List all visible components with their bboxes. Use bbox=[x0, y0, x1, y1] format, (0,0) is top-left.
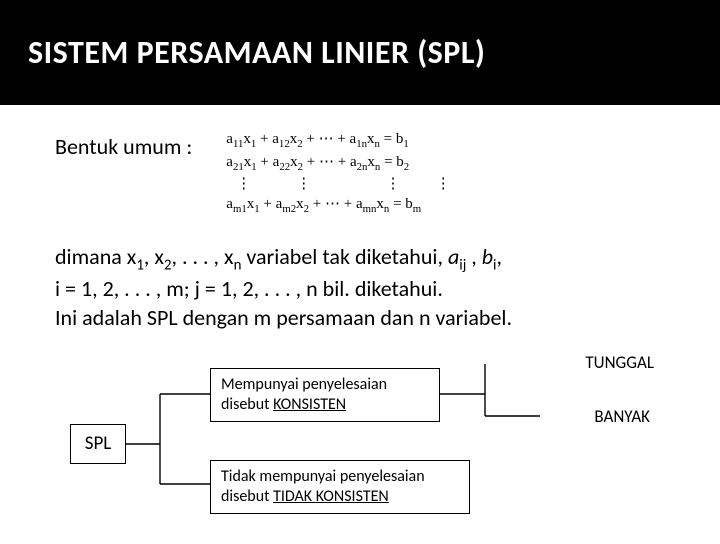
eq-row-1: a11x1 + a12x2 + ⋯ + a1nxn = b1 bbox=[226, 129, 457, 152]
leaf-tunggal: TUNGGAL bbox=[585, 352, 654, 373]
content-area: Bentuk umum : a11x1 + a12x2 + ⋯ + a1nxn … bbox=[0, 105, 720, 524]
tidak-konsisten-box: Tidak mempunyai penyelesaian disebut TID… bbox=[210, 460, 470, 514]
leaf-banyak: BANYAK bbox=[594, 406, 650, 427]
eq-row-2: a21x1 + a22x2 + ⋯ + a2nxn = b2 bbox=[226, 152, 457, 175]
explain-line1: dimana x1, x2, . . . , xn variabel tak d… bbox=[55, 243, 502, 270]
eq-row-dots: ⋮ ⋮ ⋮ ⋮ bbox=[226, 174, 457, 194]
eq-row-m: am1x1 + am2x2 + ⋯ + amnxn = bm bbox=[226, 194, 457, 217]
equation-system: a11x1 + a12x2 + ⋯ + a1nxn = b1 a21x1 + a… bbox=[222, 127, 461, 219]
explain-line3: Ini adalah SPL dengan m persamaan dan n … bbox=[55, 304, 512, 331]
spl-root-box: SPL bbox=[70, 424, 126, 464]
bentuk-row: Bentuk umum : a11x1 + a12x2 + ⋯ + a1nxn … bbox=[55, 127, 680, 219]
explain-block: dimana x1, x2, . . . , xn variabel tak d… bbox=[55, 243, 680, 332]
page-title: SISTEM PERSAMAAN LINIER (SPL) bbox=[28, 33, 485, 72]
diagram: SPL Mempunyai penyelesaian disebut KONSI… bbox=[55, 364, 680, 524]
bentuk-label: Bentuk umum : bbox=[55, 127, 192, 160]
explain-line2: i = 1, 2, . . . , m; j = 1, 2, . . . , n… bbox=[55, 275, 443, 302]
title-band: SISTEM PERSAMAAN LINIER (SPL) bbox=[0, 0, 720, 105]
konsisten-box: Mempunyai penyelesaian disebut KONSISTEN bbox=[210, 368, 440, 422]
